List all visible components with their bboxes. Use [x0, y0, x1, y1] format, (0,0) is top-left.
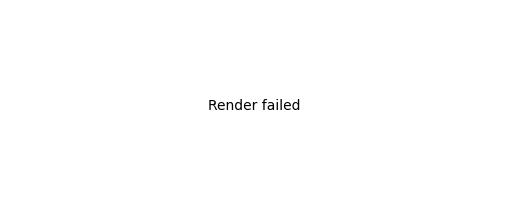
Text: Render failed: Render failed — [208, 99, 300, 113]
